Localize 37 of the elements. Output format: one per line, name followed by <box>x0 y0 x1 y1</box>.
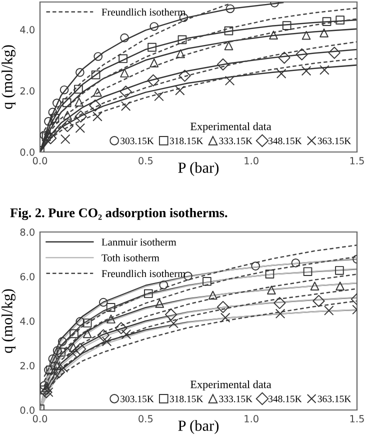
y-axis-title: q (mol/kg) <box>2 289 16 353</box>
legend-label: Freundlich isotherm <box>102 8 186 16</box>
y-tick-label: 4.0 <box>20 317 34 325</box>
x-tick-label: 0.5 <box>138 415 153 422</box>
legend-label: Freundlich isotherm <box>102 270 186 278</box>
y-tick-label: 2.0 <box>20 87 34 95</box>
x-tick-label: 1.5 <box>350 157 364 164</box>
legend-title: Experimental data <box>190 122 272 132</box>
legend-label: 348.15K <box>268 396 302 402</box>
x-axis-title: P (bar) <box>178 162 219 176</box>
x-axis-title: P (bar) <box>178 420 219 434</box>
x-tick-label: 0.5 <box>138 157 153 164</box>
legend-title: Experimental data <box>190 380 272 390</box>
legend-label: Lanmuir isotherm <box>102 238 176 246</box>
legend-label: 363.15K <box>318 396 352 402</box>
x-tick-label: 1.0 <box>244 415 258 422</box>
x-tick-label: 0.0 <box>32 415 48 422</box>
legend-label: 333.15K <box>219 396 252 402</box>
y-tick-label: 4.0 <box>20 26 34 34</box>
legend-label: 363.15K <box>318 138 352 144</box>
caption: Fig. 2. Pure CO₂ adsorption isotherms. <box>10 208 228 220</box>
y-tick-label: 8.0 <box>20 228 34 236</box>
y-tick-label: 2.0 <box>20 362 34 370</box>
legend-label: 348.15K <box>268 138 302 144</box>
y-axis-title: q (mol/kg) <box>2 45 16 109</box>
y-tick-label: 0.0 <box>20 406 34 414</box>
legend-label: Toth isotherm <box>102 254 160 262</box>
legend-label: 303.15K <box>120 138 154 144</box>
y-tick-label: 6.0 <box>20 272 34 280</box>
y-tick-label: 0.0 <box>20 148 34 156</box>
legend-label: 333.15K <box>219 138 252 144</box>
legend-label: 303.15K <box>120 396 154 402</box>
legend-label: 318.15K <box>170 396 204 402</box>
legend-label: 318.15K <box>170 138 204 144</box>
x-tick-label: 1.5 <box>350 415 364 422</box>
x-tick-label: 1.0 <box>244 157 258 164</box>
x-tick-label: 0.0 <box>32 157 48 164</box>
